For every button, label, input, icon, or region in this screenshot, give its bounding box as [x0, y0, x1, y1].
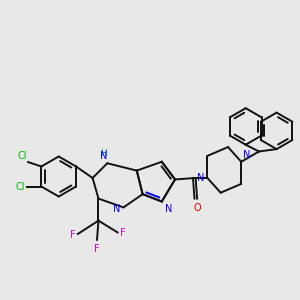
- Text: H: H: [100, 149, 107, 158]
- Text: Cl: Cl: [16, 182, 26, 191]
- Text: F: F: [70, 230, 76, 240]
- Text: N: N: [112, 204, 120, 214]
- Text: F: F: [94, 244, 100, 254]
- Text: N: N: [243, 150, 250, 160]
- Text: O: O: [193, 203, 201, 213]
- Text: N: N: [165, 205, 172, 214]
- Text: F: F: [120, 228, 126, 238]
- Text: Cl: Cl: [17, 152, 27, 161]
- Text: N: N: [100, 152, 107, 161]
- Text: N: N: [196, 173, 204, 183]
